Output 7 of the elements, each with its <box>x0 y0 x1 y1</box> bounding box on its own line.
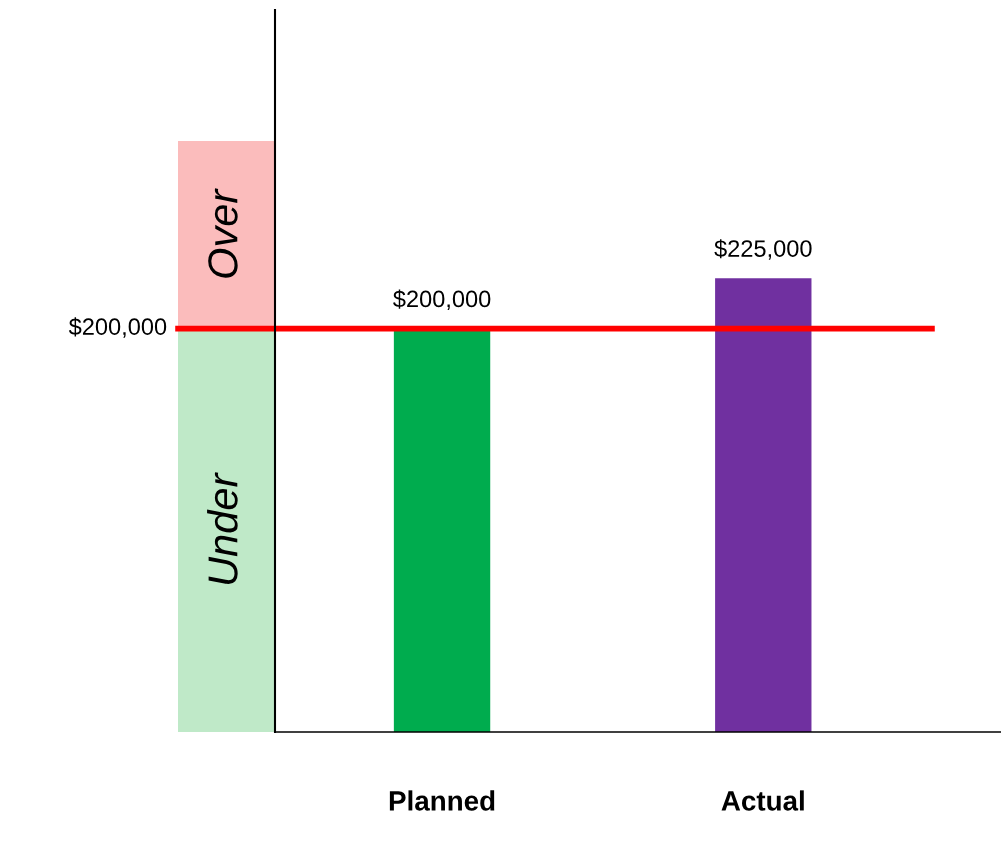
data-label: $225,000 <box>714 239 812 260</box>
data-label: $200,000 <box>393 289 491 311</box>
ref-line-label: $200,000 <box>68 317 167 338</box>
x-tick-label: Planned <box>389 790 495 811</box>
band-label: Over <box>208 188 238 278</box>
x-tick-label: Actual <box>721 790 804 811</box>
band-label: Under <box>207 472 238 584</box>
